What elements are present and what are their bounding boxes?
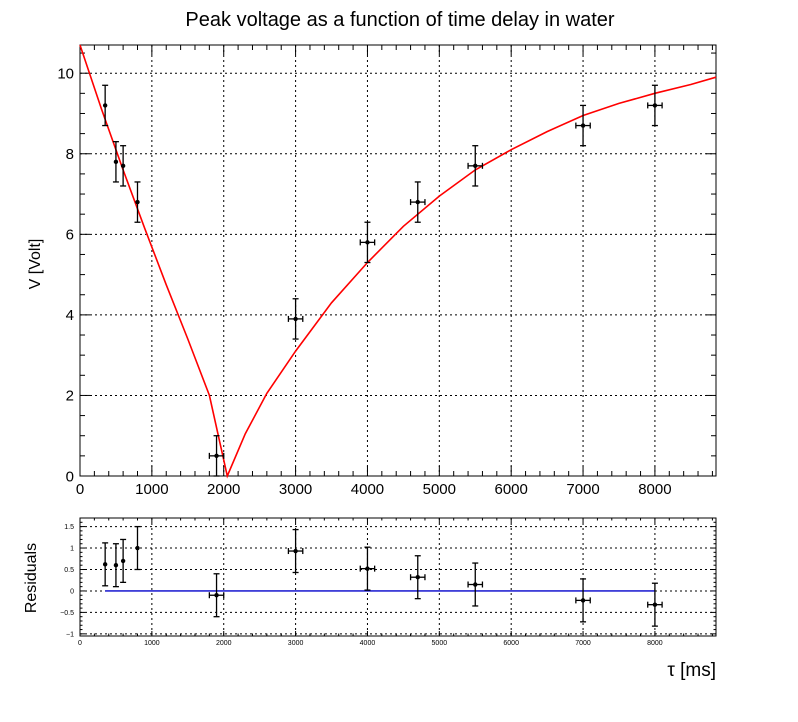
data-marker	[365, 240, 370, 245]
data-marker	[135, 199, 140, 205]
x-tick-label: 8000	[638, 481, 671, 498]
data-point	[120, 538, 127, 584]
x-tick-label: 4000	[360, 640, 376, 647]
data-point	[409, 181, 426, 223]
plot-frame	[79, 517, 717, 637]
data-marker	[293, 548, 298, 554]
data-marker	[293, 316, 298, 322]
y-tick-label: 0.5	[64, 567, 74, 574]
x-tick-label: 2000	[207, 481, 240, 498]
data-marker	[415, 199, 420, 205]
residuals-y-axis-label: Residuals	[23, 543, 40, 613]
data-point	[112, 543, 119, 588]
x-tick-label: 4000	[351, 481, 384, 498]
x-tick-label: 0	[76, 481, 84, 498]
data-marker	[473, 582, 478, 587]
x-tick-label: 6000	[503, 640, 519, 647]
data-marker	[214, 593, 219, 598]
x-tick-label: 2000	[216, 640, 232, 647]
data-point	[647, 84, 663, 127]
data-point	[134, 181, 141, 223]
y-tick-label: 10	[57, 65, 74, 82]
x-tick-label: 7000	[566, 481, 599, 498]
data-point	[409, 555, 426, 600]
y-tick-label: −0.5	[60, 610, 74, 617]
data-point	[575, 578, 591, 623]
data-point	[208, 573, 225, 618]
y-tick-label: −1	[66, 631, 74, 638]
data-marker	[120, 558, 126, 564]
data-point	[120, 145, 127, 187]
y-tick-label: 6	[66, 227, 74, 244]
x-tick-label: 0	[78, 640, 82, 647]
data-point	[134, 525, 141, 571]
y-tick-label: 8	[66, 146, 74, 163]
data-marker	[135, 545, 140, 551]
x-tick-label: 3000	[279, 481, 312, 498]
data-marker	[580, 598, 586, 603]
main-y-axis-label: V [Volt]	[27, 239, 44, 290]
data-point	[208, 435, 225, 477]
y-tick-label: 0	[70, 588, 74, 595]
y-tick-label: 1.5	[64, 524, 74, 531]
data-marker	[113, 563, 119, 568]
data-point	[102, 542, 109, 587]
data-point	[359, 221, 376, 264]
y-tick-label: 1	[70, 545, 74, 552]
x-tick-label: 3000	[288, 640, 304, 647]
data-point	[287, 298, 304, 340]
data-marker	[652, 602, 658, 607]
data-marker	[113, 159, 119, 165]
data-marker	[102, 103, 108, 108]
data-marker	[102, 562, 108, 567]
main-plot: 0 1000 2000 3000 4000 5000 6000 7000 8000 0 2 4 6 8 10	[57, 44, 717, 498]
plot-frame	[79, 44, 717, 477]
data-marker	[120, 163, 126, 169]
data-point	[102, 84, 109, 127]
x-tick-label: 1000	[135, 481, 168, 498]
y-tick-label: 4	[66, 307, 74, 324]
data-point	[575, 104, 591, 147]
x-axis-label: τ [ms]	[667, 660, 716, 681]
x-tick-label: 8000	[647, 640, 663, 647]
x-tick-label: 5000	[432, 640, 448, 647]
data-point	[287, 528, 304, 574]
x-tick-label: 7000	[575, 640, 591, 647]
data-point	[112, 141, 119, 183]
data-point	[467, 145, 484, 187]
y-tick-label: 0	[66, 468, 74, 485]
data-marker	[415, 575, 420, 580]
data-marker	[365, 566, 370, 571]
fit-curve	[79, 44, 717, 479]
x-tick-label: 1000	[144, 640, 160, 647]
y-tick-label: 2	[66, 388, 74, 405]
x-tick-label: 6000	[494, 481, 527, 498]
x-tick-label: 5000	[423, 481, 456, 498]
residuals-plot: 0 1000 2000 3000 4000 5000 6000 7000 8000 −1 −0.5 0…	[60, 517, 717, 647]
data-marker	[214, 453, 219, 459]
data-marker	[473, 163, 478, 169]
data-point	[359, 546, 376, 591]
main-chart-title: Peak voltage as a function of time delay…	[185, 9, 614, 31]
data-point	[647, 582, 663, 627]
data-marker	[580, 123, 586, 128]
data-marker	[652, 103, 658, 108]
data-point	[467, 562, 484, 607]
